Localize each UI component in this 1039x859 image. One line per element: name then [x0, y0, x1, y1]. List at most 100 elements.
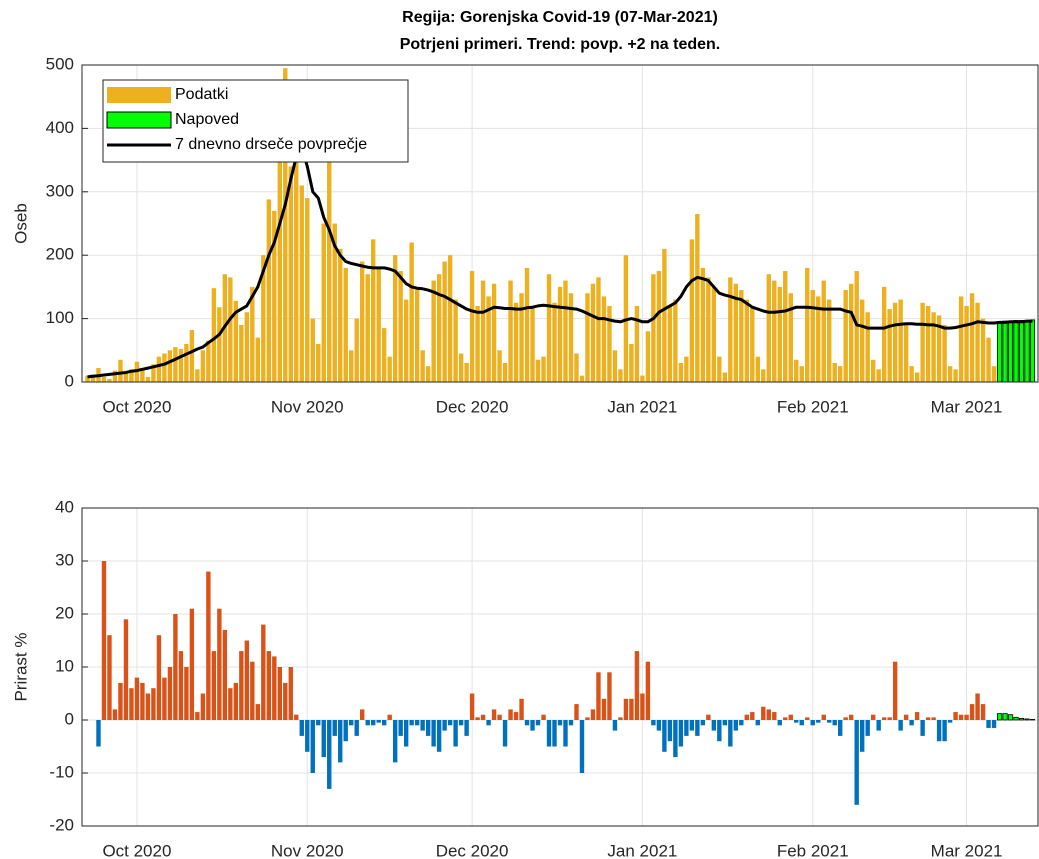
bar	[332, 720, 337, 736]
x-tick-label: Mar 2021	[931, 397, 1003, 416]
bar	[228, 277, 233, 382]
bar	[717, 356, 722, 382]
x-tick-label: Dec 2020	[436, 397, 509, 416]
bar	[739, 290, 744, 382]
bar	[596, 277, 601, 382]
bar	[942, 324, 947, 382]
bar	[914, 712, 920, 720]
bar	[887, 309, 892, 382]
bar	[706, 714, 711, 720]
bar	[601, 296, 607, 382]
bar	[634, 305, 640, 382]
bar	[574, 353, 579, 382]
bar	[283, 68, 288, 382]
bar	[711, 720, 717, 731]
bar	[700, 720, 706, 726]
bar	[162, 677, 167, 720]
bar	[832, 720, 837, 726]
bar	[898, 720, 903, 731]
y-tick-label: 0	[65, 709, 74, 728]
bar	[184, 667, 189, 720]
bar	[535, 359, 541, 382]
y-tick-label: 40	[55, 497, 74, 516]
bar	[425, 366, 431, 382]
bar	[640, 375, 645, 382]
bar	[870, 359, 876, 382]
bar	[541, 714, 546, 720]
bar	[118, 359, 123, 382]
bar	[447, 255, 453, 382]
bar	[645, 661, 651, 720]
bar	[541, 356, 546, 382]
bar	[497, 714, 502, 720]
bar	[673, 299, 678, 382]
y-tick-label: 30	[55, 550, 74, 569]
bar	[568, 293, 574, 382]
legend-label: 7 dnevno drseče povprečje	[175, 136, 367, 153]
bar	[667, 305, 673, 382]
bar	[519, 293, 524, 382]
bar	[200, 693, 206, 720]
y-tick-label: 0	[65, 371, 74, 390]
bar	[579, 720, 585, 773]
bar	[134, 677, 140, 720]
bar	[173, 347, 178, 382]
bar	[777, 286, 782, 382]
bar	[255, 704, 261, 720]
bar	[920, 720, 925, 736]
bar	[420, 350, 425, 382]
bar	[486, 296, 491, 382]
bar	[145, 693, 151, 720]
bar	[1024, 718, 1030, 721]
bar	[206, 340, 211, 382]
bar	[678, 362, 684, 382]
bar	[623, 698, 629, 720]
bar	[810, 290, 815, 382]
bar	[854, 271, 859, 382]
bar	[299, 720, 304, 736]
bar	[1029, 319, 1036, 382]
bar	[316, 343, 321, 382]
bar	[750, 305, 755, 382]
bar	[233, 300, 239, 382]
bar	[129, 688, 134, 720]
bar	[338, 720, 343, 763]
plot-area	[96, 561, 1036, 805]
bar	[288, 166, 293, 382]
plot-area	[85, 68, 1036, 382]
bar	[513, 302, 519, 382]
bar	[442, 261, 447, 382]
bar	[178, 349, 184, 382]
trend-line	[87, 145, 1033, 379]
bar	[189, 608, 195, 720]
bar	[964, 305, 969, 382]
bar	[316, 720, 321, 726]
bar	[909, 366, 914, 382]
bar	[931, 312, 936, 382]
bar	[519, 698, 524, 720]
bar	[996, 321, 1003, 382]
bar	[414, 286, 420, 382]
bar	[827, 299, 832, 382]
bar	[799, 720, 804, 726]
y-axis-label: Prirast %	[11, 633, 30, 702]
bar	[772, 712, 777, 720]
bar	[821, 280, 826, 382]
bar	[491, 283, 497, 382]
bar	[568, 720, 574, 726]
bar	[788, 293, 793, 382]
bar	[958, 296, 964, 382]
bar	[898, 299, 903, 382]
bar	[832, 362, 837, 382]
bar	[140, 368, 145, 382]
bar	[464, 720, 469, 736]
bar	[651, 720, 656, 726]
bar	[189, 330, 195, 382]
y-tick-label: 300	[46, 181, 74, 200]
bar	[370, 239, 376, 382]
bar	[217, 307, 222, 382]
bar	[332, 223, 337, 382]
y-tick-label: 20	[55, 603, 74, 622]
bar	[431, 280, 436, 382]
bar	[228, 688, 233, 720]
